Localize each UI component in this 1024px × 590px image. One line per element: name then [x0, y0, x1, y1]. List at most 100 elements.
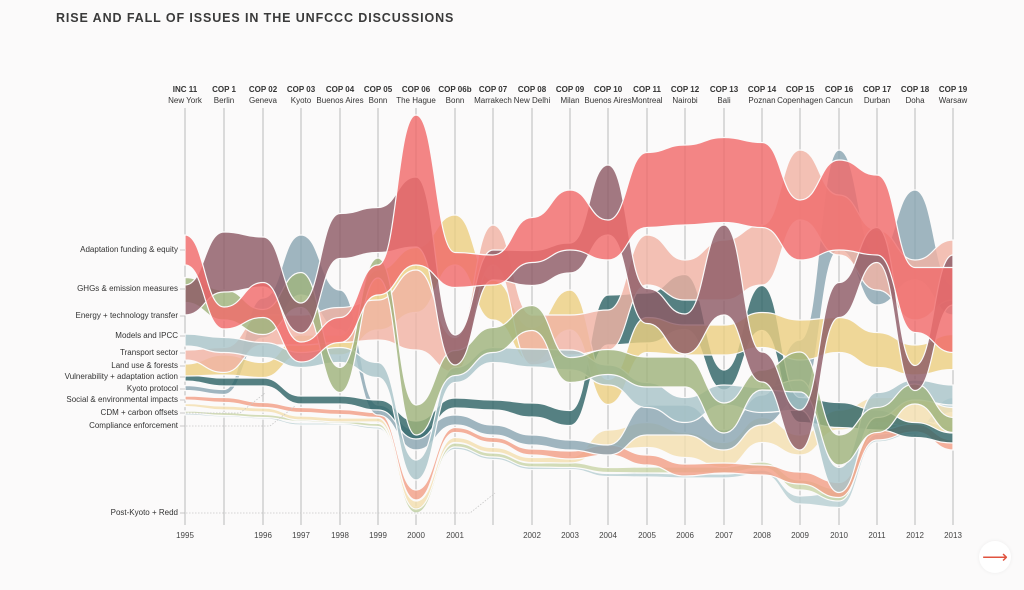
cop-label: COP 06	[401, 85, 431, 94]
issue-label: Energy + technology transfer	[75, 311, 178, 320]
cop-label: COP 15	[785, 85, 815, 94]
column-header: COP 18 Doha	[875, 84, 955, 106]
issue-label: Land use & forests	[111, 361, 178, 370]
issue-label: Vulnerability + adaptation action	[64, 372, 178, 381]
cop-label: COP 08	[517, 85, 547, 94]
year-tick-label: 1995	[176, 531, 194, 540]
column-header: COP 1 Berlin	[184, 84, 264, 106]
column-header: COP 09 Milan	[530, 84, 610, 106]
cop-label: COP 04	[325, 85, 355, 94]
cop-label: COP 10	[593, 85, 623, 94]
city-label: Buenos Aires	[316, 96, 364, 105]
city-label: Berlin	[213, 96, 235, 105]
column-header: COP 17 Durban	[837, 84, 917, 106]
city-label: Poznan	[748, 96, 776, 105]
stream-band-energy-technology-transfer	[184, 257, 954, 466]
year-tick-label: 2008	[753, 531, 771, 540]
year-tick-label: 2004	[599, 531, 617, 540]
year-tick-label: 2006	[676, 531, 694, 540]
year-tick-label: 2011	[868, 531, 886, 540]
cop-label: COP 17	[862, 85, 892, 94]
city-label: Durban	[863, 96, 891, 105]
cop-label: COP 09	[555, 85, 585, 94]
year-tick-label: 2013	[944, 531, 962, 540]
year-tick-label: 1997	[292, 531, 310, 540]
cop-label: COP 14	[747, 85, 777, 94]
cop-label: COP 03	[286, 85, 316, 94]
city-label: Nairobi	[672, 96, 698, 105]
cop-label: COP 16	[824, 85, 854, 94]
year-tick-label: 1999	[369, 531, 387, 540]
column-header: COP 06 The Hague	[376, 84, 456, 106]
year-tick-label: 1996	[254, 531, 272, 540]
issue-label: GHGs & emission measures	[77, 284, 178, 293]
column-header: COP 07 Marrakech	[453, 84, 533, 106]
column-header: COP 15 Copenhagen	[760, 84, 840, 106]
city-label: Buenos Aires	[584, 96, 632, 105]
city-label: Warsaw	[938, 96, 968, 105]
year-tick-label: 2003	[561, 531, 579, 540]
column-header: COP 11 Montreal	[607, 84, 687, 106]
stream-band-social-environmental-impacts	[184, 395, 954, 501]
column-header: COP 14 Poznan	[722, 84, 802, 106]
year-tick-label: 2001	[446, 531, 464, 540]
city-label: Marrakech	[474, 96, 512, 105]
column-header: COP 05 Bonn	[338, 84, 418, 106]
city-label: Doha	[905, 96, 925, 105]
stream-band-models-and-ipcc	[184, 333, 954, 494]
leader-line	[180, 392, 266, 414]
year-tick-label: 2007	[715, 531, 733, 540]
chart-title: RISE AND FALL OF ISSUES IN THE UNFCCC DI…	[56, 11, 455, 25]
city-label: Milan	[560, 96, 580, 105]
city-label: Montreal	[631, 96, 663, 105]
cop-label: COP 02	[248, 85, 278, 94]
cop-label: COP 05	[363, 85, 393, 94]
issue-label: Transport sector	[120, 348, 178, 357]
column-header: COP 10 Buenos Aires	[568, 84, 648, 106]
year-tick-label: 2010	[830, 531, 848, 540]
year-tick-label: 2002	[523, 531, 541, 540]
column-header: INC 11 New York	[145, 84, 225, 106]
year-tick-label: 2009	[791, 531, 809, 540]
issue-label: Post-Kyoto + Redd	[110, 508, 178, 517]
city-label: Geneva	[248, 96, 278, 105]
cop-label: COP 12	[670, 85, 700, 94]
city-label: Bali	[717, 96, 731, 105]
column-header: COP 12 Nairobi	[645, 84, 725, 106]
cop-label: COP 1	[212, 85, 236, 94]
next-button[interactable]: ⟶	[979, 541, 1011, 573]
city-label: Bonn	[445, 96, 465, 105]
column-header: COP 04 Buenos Aires	[300, 84, 380, 106]
issue-label: Kyoto protocol	[126, 384, 178, 393]
year-tick-label: 2005	[638, 531, 656, 540]
year-tick-label: 2000	[407, 531, 425, 540]
issue-label: Compliance enforcement	[89, 421, 178, 430]
column-header: COP 13 Bali	[684, 84, 764, 106]
cop-label: COP 06b	[438, 85, 472, 94]
city-label: New York	[168, 96, 202, 105]
issue-label: Models and IPCC	[115, 331, 178, 340]
city-label: Bonn	[368, 96, 388, 105]
leader-line	[180, 492, 496, 514]
arrow-right-icon: ⟶	[982, 546, 1008, 567]
issue-label: CDM + carbon offsets	[100, 408, 178, 417]
column-header: COP 19 Warsaw	[913, 84, 993, 106]
cop-label: COP 11	[633, 85, 661, 94]
cop-label: COP 13	[709, 85, 739, 94]
year-tick-label: 2012	[906, 531, 924, 540]
stream-band-adaptation-funding-equity	[184, 114, 954, 363]
column-header: COP 06b Bonn	[415, 84, 495, 106]
cop-label: INC 11	[172, 85, 198, 94]
city-label: Cancun	[825, 96, 853, 105]
issue-label: Social & environmental impacts	[66, 395, 178, 404]
city-label: The Hague	[396, 96, 436, 105]
city-label: Copenhagen	[777, 96, 823, 105]
column-header: COP 03 Kyoto	[261, 84, 341, 106]
cop-label: COP 07	[478, 85, 508, 94]
year-tick-label: 1998	[331, 531, 349, 540]
column-header: COP 02 Geneva	[223, 84, 303, 106]
issue-label: Adaptation funding & equity	[80, 245, 178, 254]
column-header: COP 16 Cancun	[799, 84, 879, 106]
leader-line	[180, 405, 296, 427]
